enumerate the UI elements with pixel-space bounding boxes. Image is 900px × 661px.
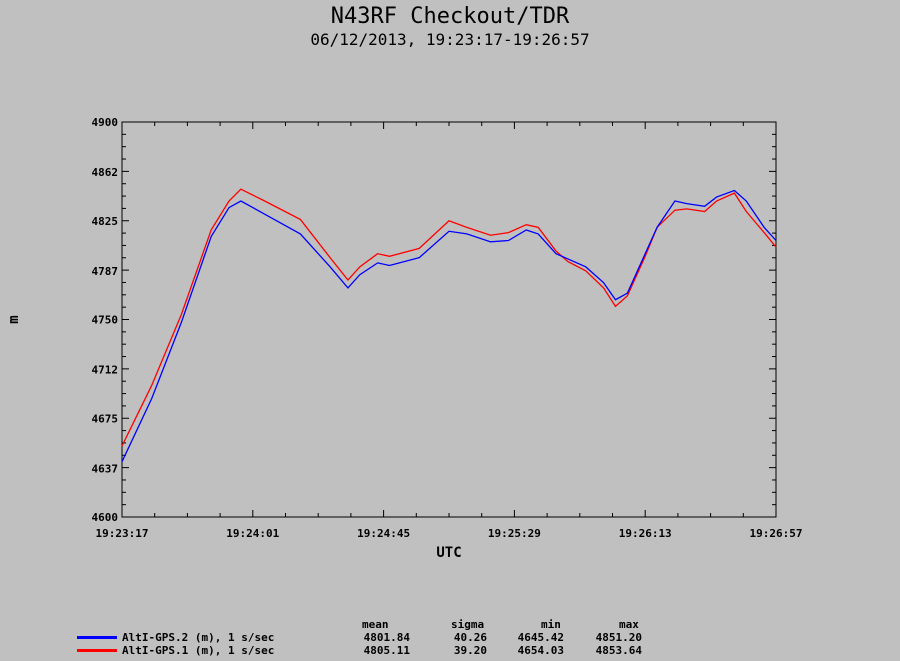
legend-row-gps1: AltI-GPS.1 (m), 1 s/sec 4805.11 39.20 46… <box>0 644 900 657</box>
x-tick-label: 19:26:57 <box>750 527 803 540</box>
x-axis-label: UTC <box>436 545 461 561</box>
stat-sigma-gps1: 39.20 <box>453 644 487 657</box>
series-line-alti-gps-1 <box>121 188 777 447</box>
y-tick-label: 4900 <box>92 116 119 129</box>
y-tick-label: 4600 <box>92 511 119 524</box>
y-tick-label: 4712 <box>92 364 119 377</box>
chart-title: N43RF Checkout/TDR <box>330 4 570 29</box>
x-tick-label: 19:25:29 <box>488 527 541 540</box>
x-tick-label: 19:26:13 <box>619 527 672 540</box>
legend-row-gps2: AltI-GPS.2 (m), 1 s/sec 4801.84 40.26 46… <box>0 631 900 644</box>
y-tick-label: 4637 <box>92 462 119 475</box>
y-tick-label: 4862 <box>92 166 119 179</box>
chart-subtitle: 06/12/2013, 19:23:17-19:26:57 <box>310 30 590 49</box>
stat-max-gps1: 4853.64 <box>595 644 642 657</box>
stats-header-sigma: sigma <box>451 618 485 631</box>
x-tick-label: 19:24:01 <box>226 527 279 540</box>
y-tick-label: 4787 <box>92 265 119 278</box>
y-tick-label: 4825 <box>92 215 119 228</box>
y-axis-label: m <box>6 315 22 323</box>
x-tick-label: 19:23:17 <box>96 527 149 540</box>
stat-mean-gps2: 4801.84 <box>363 631 410 644</box>
stats-header-mean: mean <box>362 618 389 631</box>
stat-min-gps1: 4654.03 <box>517 644 564 657</box>
legend-swatch-gps2 <box>77 636 117 639</box>
y-tick-label: 4750 <box>92 314 119 327</box>
legend-label-gps1: AltI-GPS.1 (m), 1 s/sec <box>122 644 275 657</box>
line-chart: 4600 4637 4675 4712 4750 4787 4825 4862 4900 19:2… <box>6 116 803 561</box>
stat-mean-gps1: 4805.11 <box>363 644 410 657</box>
stat-max-gps2: 4851.20 <box>595 631 642 644</box>
stats-header-max: max <box>619 618 639 631</box>
x-tick-label: 19:24:45 <box>357 527 410 540</box>
series-line-alti-gps-2 <box>121 189 777 462</box>
stats-header-min: min <box>541 618 561 631</box>
stats-legend: mean sigma min max AltI-GPS.2 (m), 1 s/s… <box>0 616 900 661</box>
legend-swatch-gps1 <box>77 649 117 652</box>
stat-min-gps2: 4645.42 <box>517 631 564 644</box>
stat-sigma-gps2: 40.26 <box>453 631 487 644</box>
plot-frame <box>121 121 777 518</box>
legend-label-gps2: AltI-GPS.2 (m), 1 s/sec <box>122 631 275 644</box>
y-tick-label: 4675 <box>92 412 119 425</box>
